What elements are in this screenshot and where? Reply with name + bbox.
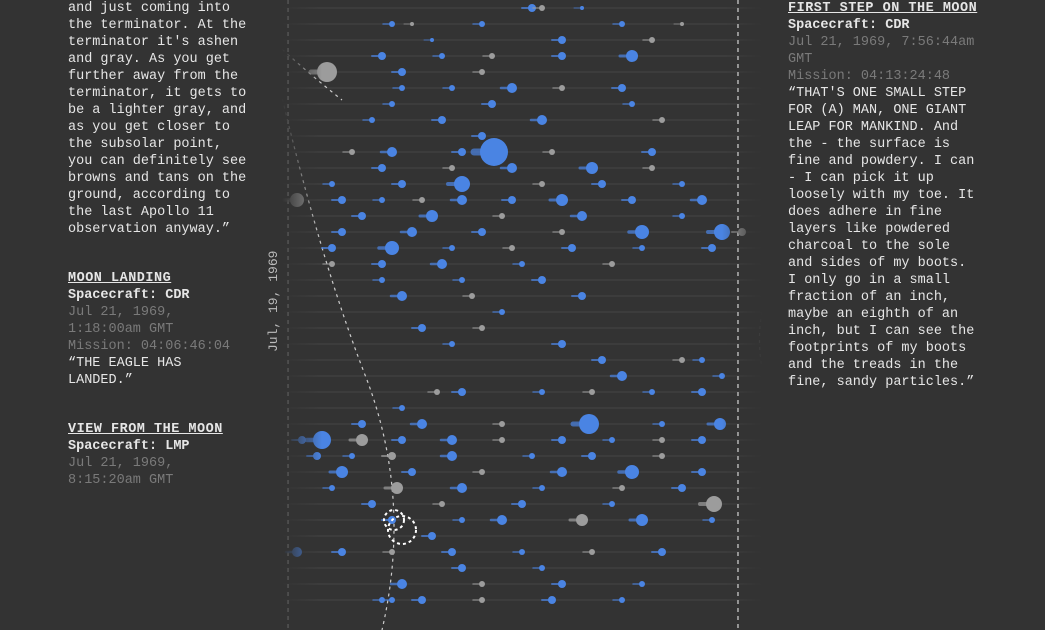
entry-quote: “THE EAGLE HAS LANDED.” [68,355,252,389]
left-annotation-panel: and just coming into the terminator. At … [68,0,252,521]
timeline-chart[interactable] [282,0,762,630]
entry-spacecraft: Spacecraft: CDR [68,287,252,304]
entry-quote: and just coming into the terminator. At … [68,0,252,238]
annotation-entry: and just coming into the terminator. At … [68,0,252,238]
entry-time: Jul 21, 1969, 7:56:44am GMT [788,34,978,68]
entry-quote: “THAT'S ONE SMALL STEP FOR (A) MAN, ONE … [788,85,978,391]
axis-date-label: Jul, 19, 1969 [266,251,281,352]
entry-mission: Mission: 04:13:24:48 [788,68,978,85]
entry-title: MOON LANDING [68,270,252,287]
entry-title: VIEW FROM THE MOON [68,421,252,438]
right-annotation-panel: FIRST STEP ON THE MOON Spacecraft: CDR J… [788,0,978,423]
chart-panel: Jul, 19, 1969 [282,0,762,630]
annotation-entry: FIRST STEP ON THE MOON Spacecraft: CDR J… [788,0,978,391]
entry-mission: Mission: 04:06:46:04 [68,338,252,355]
annotation-entry: MOON LANDING Spacecraft: CDR Jul 21, 196… [68,270,252,389]
entry-spacecraft: Spacecraft: LMP [68,438,252,455]
entry-time: Jul 21, 1969, 1:18:00am GMT [68,304,252,338]
annotation-entry: VIEW FROM THE MOON Spacecraft: LMP Jul 2… [68,421,252,489]
entry-title: FIRST STEP ON THE MOON [788,0,978,17]
entry-time: Jul 21, 1969, 8:15:20am GMT [68,455,252,489]
entry-spacecraft: Spacecraft: CDR [788,17,978,34]
